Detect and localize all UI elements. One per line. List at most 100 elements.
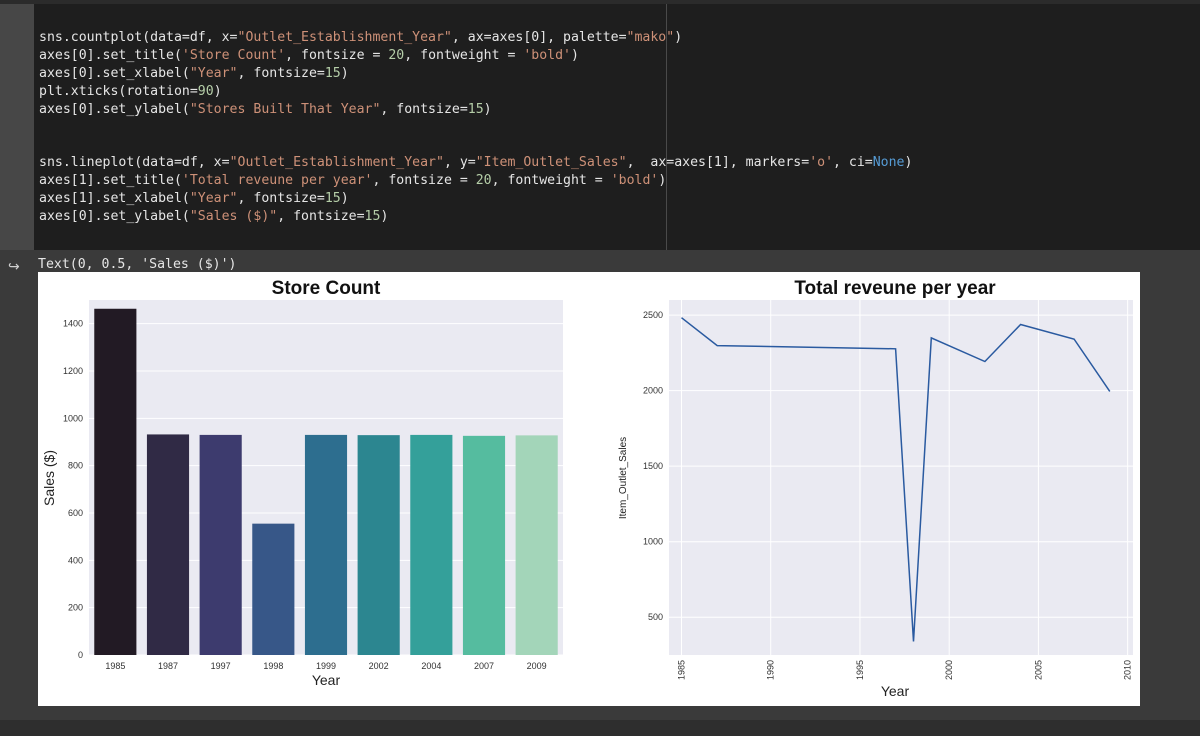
code-token: ) bbox=[340, 66, 349, 81]
code-line[interactable]: sns.lineplot(data=df, x="Outlet_Establis… bbox=[39, 154, 912, 172]
code-token: 15 bbox=[467, 102, 484, 117]
y-tick-label-left: 1400 bbox=[63, 319, 83, 329]
y-tick-label-right: 500 bbox=[648, 612, 663, 622]
x-tick-label-left: 2004 bbox=[421, 661, 441, 671]
code-line[interactable]: axes[1].set_xlabel("Year", fontsize=15) bbox=[39, 190, 349, 208]
code-line[interactable]: plt.xticks(rotation=90) bbox=[39, 83, 222, 101]
code-token: , fontsize= bbox=[380, 102, 468, 117]
output-text: Text(0, 0.5, 'Sales ($)') bbox=[38, 257, 237, 272]
code-token: , y= bbox=[443, 155, 476, 170]
code-line[interactable]: axes[0].set_ylabel("Stores Built That Ye… bbox=[39, 101, 492, 119]
y-tick-label-right: 2000 bbox=[643, 386, 663, 396]
bar-2002 bbox=[357, 435, 400, 655]
bar-1987 bbox=[146, 434, 190, 655]
code-token: ) bbox=[904, 155, 913, 170]
x-tick-label-left: 2007 bbox=[474, 661, 494, 671]
code-token: , fontweight = bbox=[491, 173, 611, 188]
x-tick-label-left: 2009 bbox=[527, 661, 547, 671]
code-token: , ax=axes[0], palette= bbox=[451, 30, 627, 45]
code-token: , ax=axes[1], markers= bbox=[626, 155, 810, 170]
x-tick-label-right: 1995 bbox=[855, 660, 865, 680]
ruler-line bbox=[666, 4, 667, 250]
bar-1998 bbox=[252, 523, 295, 655]
code-token: , fontweight = bbox=[404, 48, 524, 63]
code-token: 20 bbox=[388, 48, 405, 63]
code-token: ) bbox=[213, 84, 222, 99]
code-line[interactable]: axes[0].set_ylabel("Sales ($)", fontsize… bbox=[39, 208, 388, 226]
code-token: , fontsize= bbox=[237, 191, 325, 206]
code-token: "Year" bbox=[189, 66, 238, 81]
x-tick-label-right: 2010 bbox=[1123, 660, 1133, 680]
y-tick-label-right: 2500 bbox=[643, 310, 663, 320]
y-tick-label-left: 200 bbox=[68, 603, 83, 613]
code-token: "Stores Built That Year" bbox=[189, 102, 381, 117]
bar-1999 bbox=[304, 434, 348, 655]
code-token: axes[0].set_ylabel( bbox=[39, 102, 190, 117]
code-token: ) bbox=[674, 30, 683, 45]
chart-title-store-count: Store Count bbox=[272, 278, 381, 299]
top-strip bbox=[0, 0, 1200, 4]
y-axis-label-left: Sales ($) bbox=[41, 450, 57, 506]
x-tick-label-left: 1997 bbox=[211, 661, 231, 671]
bar-2007 bbox=[462, 435, 506, 655]
code-token: 15 bbox=[364, 209, 381, 224]
code-token: ) bbox=[570, 48, 579, 63]
cell-gutter[interactable] bbox=[0, 4, 34, 250]
code-token: ) bbox=[483, 102, 492, 117]
code-token: "Sales ($)" bbox=[189, 209, 278, 224]
y-tick-label-left: 800 bbox=[68, 461, 83, 471]
y-tick-label-left: 0 bbox=[78, 650, 83, 660]
bar-1985 bbox=[94, 308, 137, 655]
code-token: plt.xticks(rotation= bbox=[39, 84, 198, 99]
code-line[interactable]: axes[0].set_title('Store Count', fontsiz… bbox=[39, 47, 579, 65]
x-tick-label-right: 2005 bbox=[1033, 660, 1043, 680]
code-cell[interactable] bbox=[34, 4, 1200, 250]
code-token: ) bbox=[340, 191, 349, 206]
x-tick-label-right: 2000 bbox=[944, 660, 954, 680]
code-token: 'Total reveune per year' bbox=[181, 173, 373, 188]
code-token: axes[0].set_title( bbox=[39, 48, 182, 63]
code-line[interactable]: sns.countplot(data=df, x="Outlet_Establi… bbox=[39, 29, 682, 47]
y-tick-label-left: 1200 bbox=[63, 366, 83, 376]
output-arrow-icon[interactable]: ↪ bbox=[8, 259, 20, 275]
code-token: 'Store Count' bbox=[181, 48, 286, 63]
code-token: "Outlet_Establishment_Year" bbox=[229, 155, 444, 170]
code-token: None bbox=[872, 155, 905, 170]
code-token: axes[1].set_xlabel( bbox=[39, 191, 190, 206]
series-line bbox=[681, 317, 1111, 642]
code-line[interactable]: axes[0].set_xlabel("Year", fontsize=15) bbox=[39, 65, 349, 83]
bar-2004 bbox=[410, 434, 453, 655]
code-token: axes[0].set_xlabel( bbox=[39, 66, 190, 81]
code-token: axes[0].set_ylabel( bbox=[39, 209, 190, 224]
code-token: 'bold' bbox=[610, 173, 659, 188]
chart-title-total-revenue: Total reveune per year bbox=[794, 278, 996, 299]
y-tick-label-right: 1500 bbox=[643, 461, 663, 471]
figure-svg: 1985 1987 1997 1998 1999 2002 2004 2007 2009 0 200… bbox=[38, 272, 1140, 706]
code-token: "mako" bbox=[626, 30, 675, 45]
x-axis-label-right: Year bbox=[881, 683, 910, 699]
x-tick-label-left: 1987 bbox=[158, 661, 178, 671]
code-token: ) bbox=[380, 209, 389, 224]
figure: 1985 1987 1997 1998 1999 2002 2004 2007 2009 0 200… bbox=[38, 272, 1140, 706]
y-axis-label-right: Item_Outlet_Sales bbox=[618, 437, 629, 519]
code-token: 'o' bbox=[809, 155, 834, 170]
y-tick-label-left: 600 bbox=[68, 508, 83, 518]
x-tick-label-left: 1999 bbox=[316, 661, 336, 671]
code-token: "Item_Outlet_Sales" bbox=[475, 155, 627, 170]
x-tick-label-left: 1985 bbox=[105, 661, 125, 671]
code-line[interactable]: axes[1].set_title('Total reveune per yea… bbox=[39, 172, 666, 190]
code-token: "Outlet_Establishment_Year" bbox=[237, 30, 452, 45]
code-token: axes[1].set_title( bbox=[39, 173, 182, 188]
y-tick-label-left: 400 bbox=[68, 555, 83, 565]
x-tick-label-left: 2002 bbox=[369, 661, 389, 671]
code-token: , fontsize = bbox=[372, 173, 476, 188]
code-token: 90 bbox=[197, 84, 214, 99]
bottom-strip bbox=[0, 720, 1200, 736]
code-token: 15 bbox=[324, 191, 341, 206]
x-tick-label-left: 1998 bbox=[263, 661, 283, 671]
code-token: 20 bbox=[475, 173, 492, 188]
bar-2009 bbox=[515, 435, 558, 655]
y-tick-label-right: 1000 bbox=[643, 537, 663, 547]
bar-1997 bbox=[199, 434, 242, 655]
code-token: , fontsize= bbox=[237, 66, 325, 81]
